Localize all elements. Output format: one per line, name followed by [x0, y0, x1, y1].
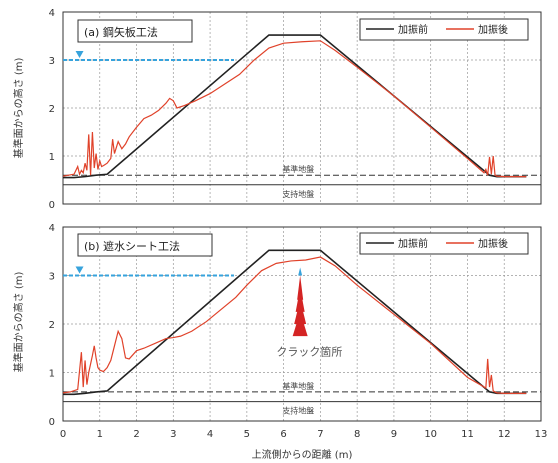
xtick-label: 2: [133, 429, 139, 440]
yticks-a: 0 1 2 3 4: [49, 8, 55, 211]
water-level-marker: [75, 51, 84, 58]
yticks-b: 0 1 2 3 4: [49, 223, 55, 428]
series-after-line-a: [62, 40, 527, 178]
xtick-label: 4: [207, 429, 213, 440]
ytick-label: 2: [49, 104, 55, 115]
xtick-label: 8: [354, 429, 360, 440]
water-level-b: [63, 266, 234, 277]
xtick-label: 3: [170, 429, 176, 440]
series-after-line-b: [62, 256, 527, 394]
xticks: 0 1 2 3 4 5 6 7 8 9 10 11 12 13: [60, 429, 548, 440]
panel-label-a: (a) 鋼矢板工法: [84, 25, 158, 39]
xtick-label: 12: [498, 429, 511, 440]
legend-label-before-a: 加振前: [398, 23, 428, 36]
crack-tip: [298, 267, 303, 276]
ref-line-shiji-b: 支持地盤: [63, 401, 541, 416]
grid-b: [63, 227, 541, 421]
crack-markers: [292, 267, 308, 337]
ytick-label: 3: [49, 272, 55, 283]
panel-label-box-a: (a) 鋼矢板工法: [77, 19, 193, 43]
xtick-label: 11: [461, 429, 474, 440]
ytick-label: 1: [49, 369, 55, 380]
ytick-label: 3: [49, 56, 55, 67]
xlabel: 上流側からの距離 (m): [252, 448, 353, 461]
ytick-label: 4: [49, 8, 55, 19]
series-before-line-b: [63, 249, 527, 396]
legend-label-after-b: 加振後: [478, 237, 508, 250]
ref-line-label: 基準地盤: [282, 381, 314, 391]
legend-b: 加振前 加振後: [359, 232, 529, 255]
ref-line-label: 基準地盤: [282, 164, 314, 174]
water-level-a: [63, 51, 234, 61]
ytick-label: 4: [49, 223, 55, 234]
ytick-label: 0: [49, 200, 55, 211]
panel-a: 基準面からの高さ (m) 0 1 2 3 4 基準地盤 支持地盤 (a) 鋼矢板工法 加…: [12, 8, 542, 211]
ref-line-label: 支持地盤: [282, 406, 314, 416]
plot-area-a: [62, 11, 542, 205]
water-level-marker: [75, 266, 84, 274]
ref-line-kijun-a: 基準地盤: [63, 164, 541, 176]
plot-area-b: [62, 226, 542, 422]
panel-label-box-b: (b) 遮水シート工法: [77, 233, 213, 257]
panel-label-b: (b) 遮水シート工法: [84, 239, 180, 253]
crack-mark: [292, 311, 308, 337]
ref-line-label: 支持地盤: [282, 189, 314, 199]
ref-line-kijun-b: 基準地盤: [63, 381, 541, 393]
ylabel-b: 基準面からの高さ (m): [12, 272, 25, 373]
xtick-label: 6: [280, 429, 286, 440]
xtick-label: 0: [60, 429, 66, 440]
grid-a: [63, 12, 541, 204]
xtick-label: 9: [391, 429, 397, 440]
legend-label-after-a: 加振後: [478, 23, 508, 36]
xtick-label: 1: [97, 429, 103, 440]
ylabel-a: 基準面からの高さ (m): [12, 58, 25, 159]
ytick-label: 2: [49, 320, 55, 331]
legend-a: 加振前 加振後: [359, 18, 529, 41]
xtick-label: 10: [424, 429, 437, 440]
annotation-crack: クラック箇所: [276, 345, 342, 359]
ytick-label: 1: [49, 152, 55, 163]
xtick-label: 5: [244, 429, 250, 440]
xtick-label: 7: [317, 429, 323, 440]
xtick-label: 13: [535, 429, 548, 440]
ytick-label: 0: [49, 417, 55, 428]
legend-label-before-b: 加振前: [398, 237, 428, 250]
ref-line-shiji-a: 支持地盤: [63, 184, 541, 199]
